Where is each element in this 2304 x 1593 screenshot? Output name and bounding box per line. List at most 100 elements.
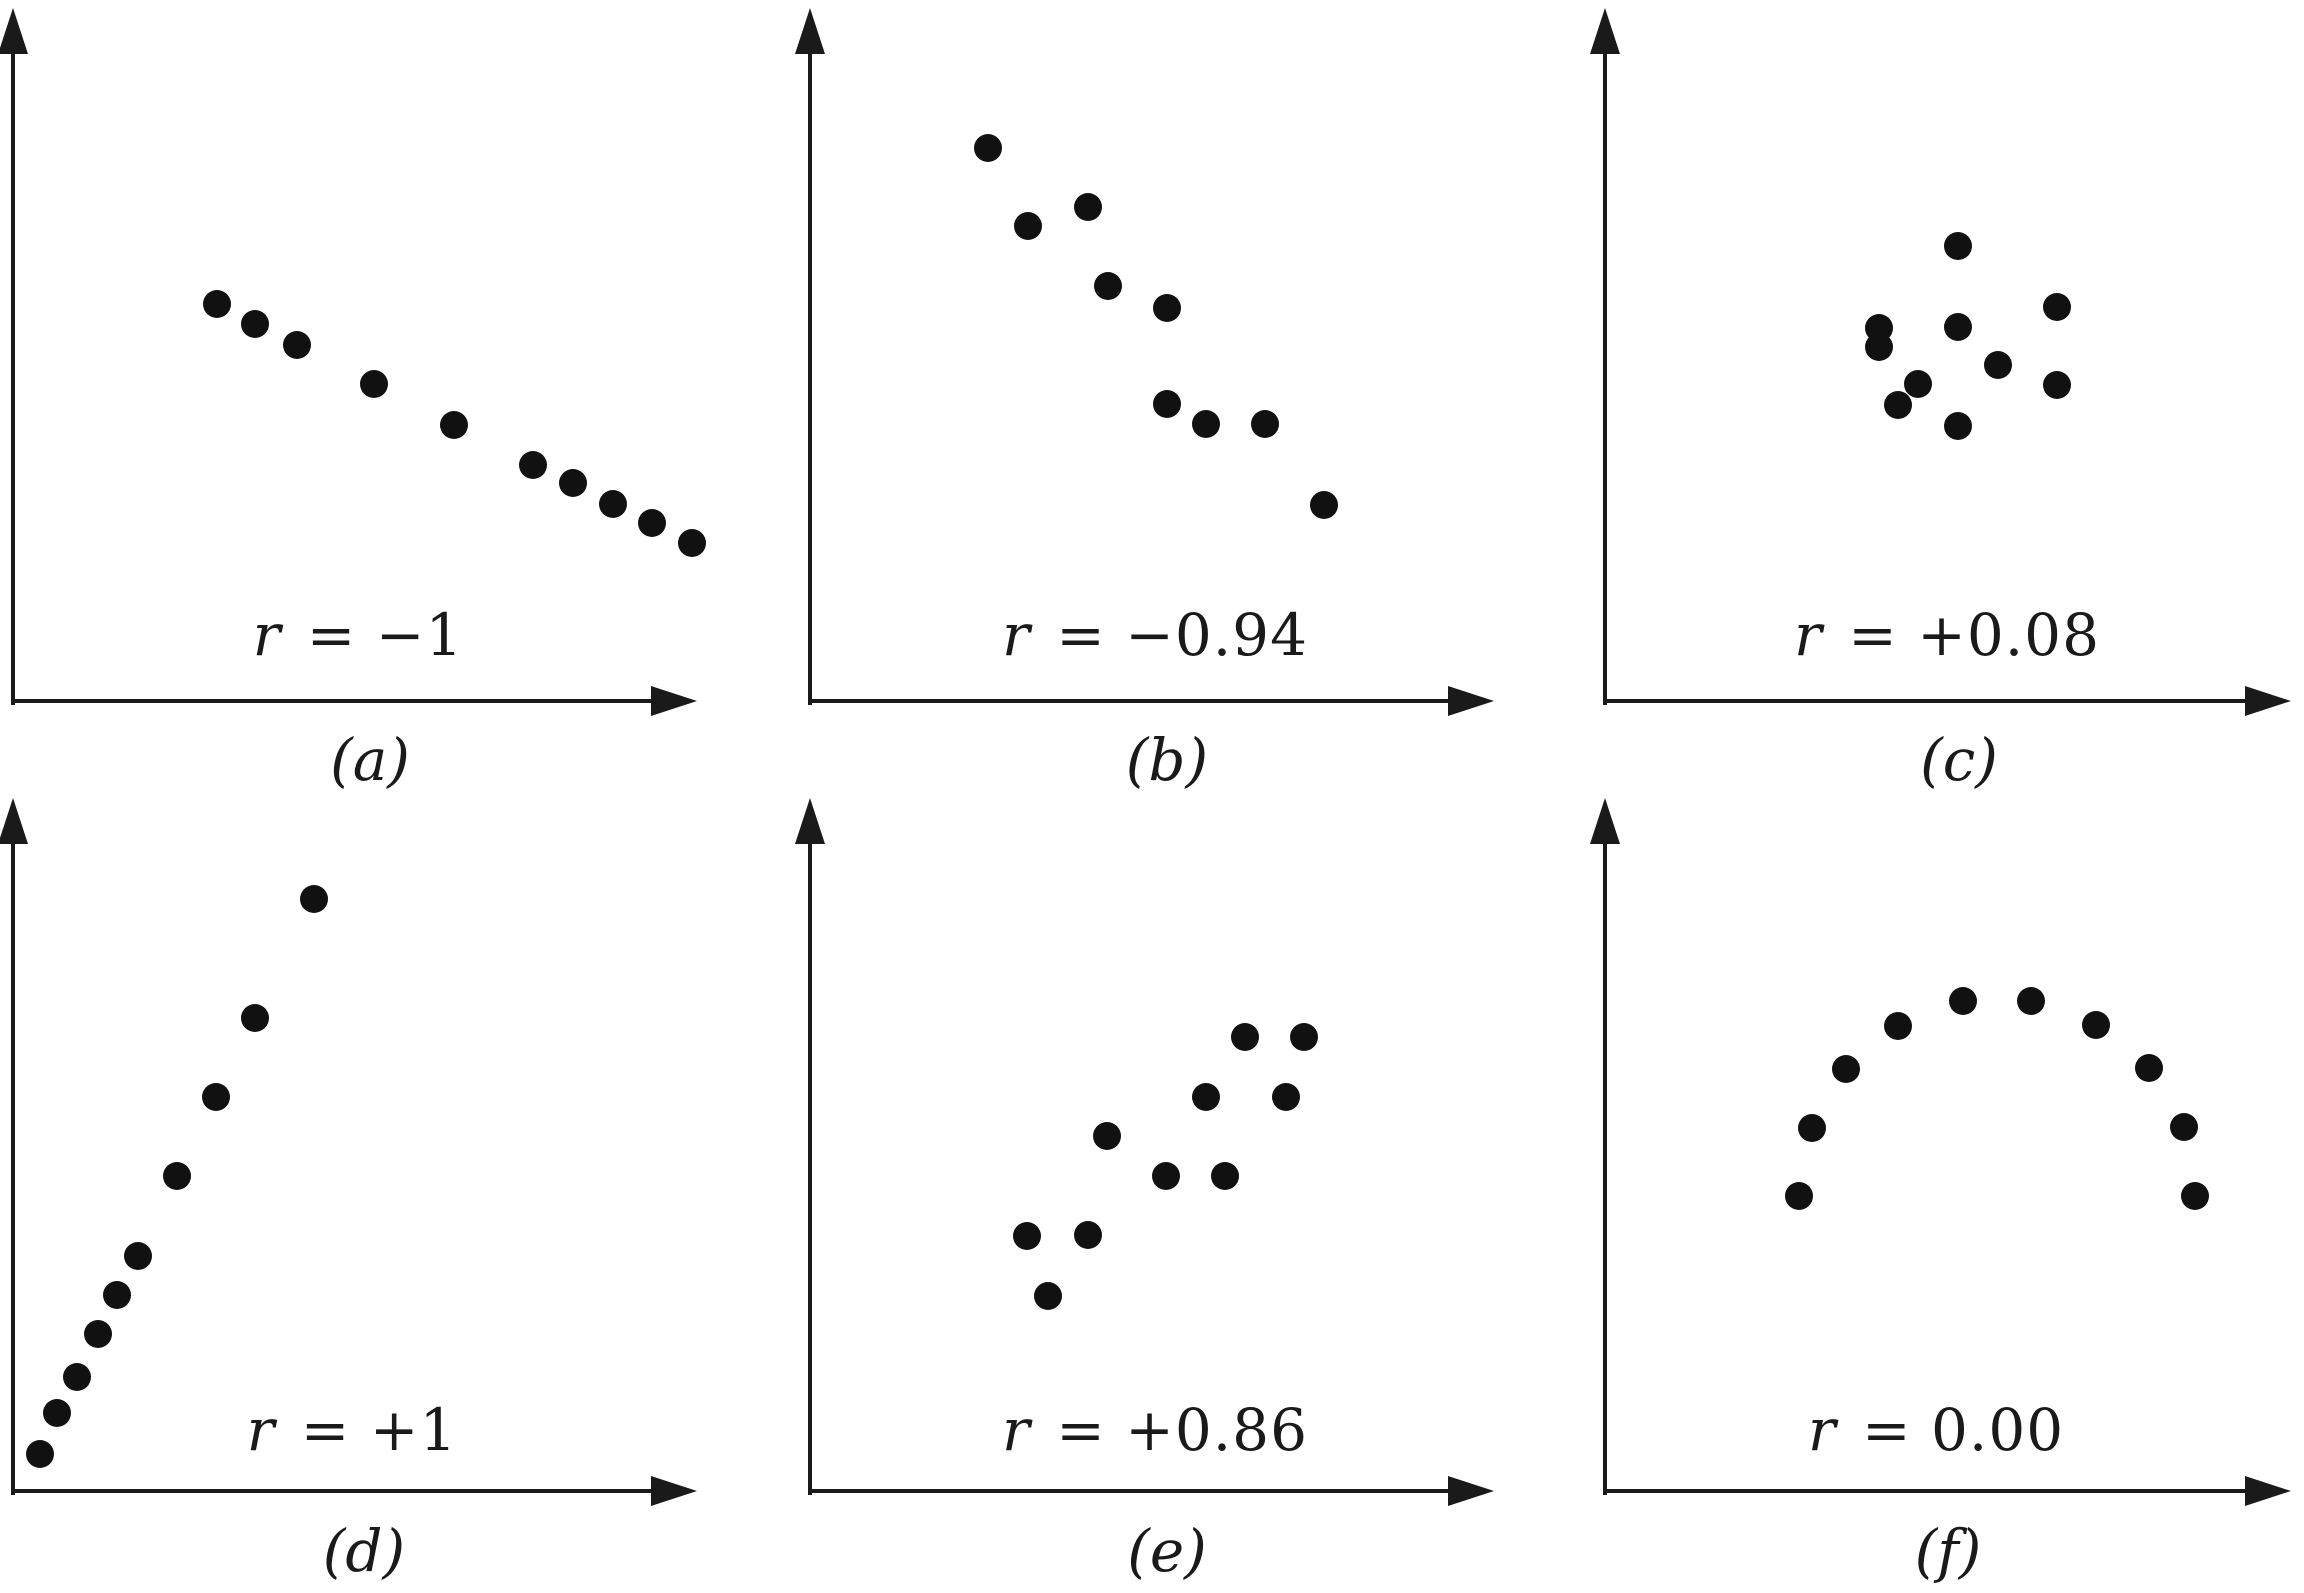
scatter-dot xyxy=(1211,1162,1239,1190)
x-axis xyxy=(11,699,673,703)
scatter-dot xyxy=(1034,1282,1062,1310)
y-axis xyxy=(11,822,15,1495)
x-axis xyxy=(1603,699,2267,703)
r-value-label: r = +0.86 xyxy=(1002,1396,1308,1464)
x-axis-arrowhead-icon xyxy=(651,1476,697,1506)
scatter-dot xyxy=(1944,412,1972,440)
scatter-dot xyxy=(2082,1011,2110,1039)
scatter-dot xyxy=(2043,371,2071,399)
r-variable: r xyxy=(1794,601,1823,669)
scatter-dot xyxy=(519,451,547,479)
y-axis xyxy=(808,822,812,1495)
r-value: = +0.08 xyxy=(1828,601,2100,669)
scatter-dot xyxy=(1093,1122,1121,1150)
y-axis-arrowhead-icon xyxy=(795,798,825,844)
scatter-dot xyxy=(1094,272,1122,300)
scatter-dot xyxy=(1944,313,1972,341)
scatter-dot xyxy=(2181,1182,2209,1210)
r-value: = +0.86 xyxy=(1036,1396,1308,1464)
scatter-dot xyxy=(1014,212,1042,240)
panel-caption: (f) xyxy=(1914,1517,1982,1585)
x-axis-arrowhead-icon xyxy=(2245,686,2291,716)
scatter-dot xyxy=(1944,232,1972,260)
scatter-dot xyxy=(440,411,468,439)
scatter-dot xyxy=(1884,391,1912,419)
x-axis-arrowhead-icon xyxy=(1448,686,1494,716)
scatter-dot xyxy=(1231,1023,1259,1051)
scatter-dot xyxy=(241,1004,269,1032)
y-axis xyxy=(1603,822,1607,1495)
scatter-dot xyxy=(300,885,328,913)
x-axis xyxy=(11,1489,673,1493)
panel-caption: (b) xyxy=(1125,726,1209,794)
scatter-dot xyxy=(26,1440,54,1468)
r-value-label: r = −0.94 xyxy=(1002,601,1308,669)
scatter-dot xyxy=(974,134,1002,162)
scatter-dot xyxy=(2043,293,2071,321)
scatter-dot xyxy=(1272,1083,1300,1111)
scatter-dot xyxy=(1251,410,1279,438)
y-axis xyxy=(11,32,15,705)
y-axis-arrowhead-icon xyxy=(0,798,28,844)
scatter-dot xyxy=(1074,193,1102,221)
scatter-dot xyxy=(1884,1012,1912,1040)
scatter-dot xyxy=(1153,294,1181,322)
scatter-dot xyxy=(63,1363,91,1391)
scatter-dot xyxy=(559,469,587,497)
scatter-dot xyxy=(1865,333,1893,361)
y-axis-arrowhead-icon xyxy=(1590,798,1620,844)
r-value: = +1 xyxy=(281,1396,458,1464)
r-value: = −1 xyxy=(287,601,464,669)
scatter-dot xyxy=(1798,1114,1826,1142)
scatter-dot xyxy=(1785,1182,1813,1210)
r-variable: r xyxy=(252,601,282,669)
y-axis-arrowhead-icon xyxy=(0,8,28,54)
y-axis-arrowhead-icon xyxy=(1590,8,1620,54)
scatter-dot xyxy=(2170,1113,2198,1141)
scatter-dot xyxy=(1904,370,1932,398)
panel-caption: (a) xyxy=(330,726,410,794)
scatter-dot xyxy=(283,331,311,359)
scatter-dot xyxy=(1192,1083,1220,1111)
scatter-dot xyxy=(2135,1054,2163,1082)
r-variable: r xyxy=(1807,1396,1837,1464)
x-axis xyxy=(808,699,1470,703)
x-axis-arrowhead-icon xyxy=(651,686,697,716)
x-axis xyxy=(1603,1489,2267,1493)
scatter-dot xyxy=(43,1399,71,1427)
scatter-dot xyxy=(678,529,706,557)
scatter-dot xyxy=(638,509,666,537)
scatter-dot xyxy=(1013,1222,1041,1250)
scatter-dot xyxy=(1290,1023,1318,1051)
r-value: = −0.94 xyxy=(1036,601,1308,669)
scatter-dot xyxy=(103,1281,131,1309)
scatter-dot xyxy=(1949,987,1977,1015)
x-axis-arrowhead-icon xyxy=(2245,1476,2291,1506)
scatter-dot xyxy=(1832,1055,1860,1083)
panel-caption: (e) xyxy=(1127,1517,1207,1585)
r-value-label: r = +0.08 xyxy=(1794,601,2100,669)
panel-caption: (d) xyxy=(322,1517,406,1585)
scatter-dot xyxy=(1152,1162,1180,1190)
x-axis xyxy=(808,1489,1470,1493)
scatter-dot xyxy=(124,1242,152,1270)
r-variable: r xyxy=(1002,1396,1031,1464)
scatter-dot xyxy=(599,490,627,518)
scatter-dot xyxy=(163,1162,191,1190)
panel-caption: (c) xyxy=(1920,726,1998,794)
scatter-dot xyxy=(1153,390,1181,418)
r-variable: r xyxy=(246,1396,276,1464)
r-variable: r xyxy=(1002,601,1031,669)
y-axis xyxy=(808,32,812,705)
scatter-dot xyxy=(2017,987,2045,1015)
scatter-dot xyxy=(1074,1221,1102,1249)
scatter-dot xyxy=(202,1083,230,1111)
scatter-dot xyxy=(84,1320,112,1348)
r-value-label: r = 0.00 xyxy=(1808,1396,2064,1464)
y-axis xyxy=(1603,32,1607,705)
x-axis-arrowhead-icon xyxy=(1448,1476,1494,1506)
r-value: = 0.00 xyxy=(1842,1396,2065,1464)
scatter-dot xyxy=(1310,491,1338,519)
scatter-dot xyxy=(203,290,231,318)
